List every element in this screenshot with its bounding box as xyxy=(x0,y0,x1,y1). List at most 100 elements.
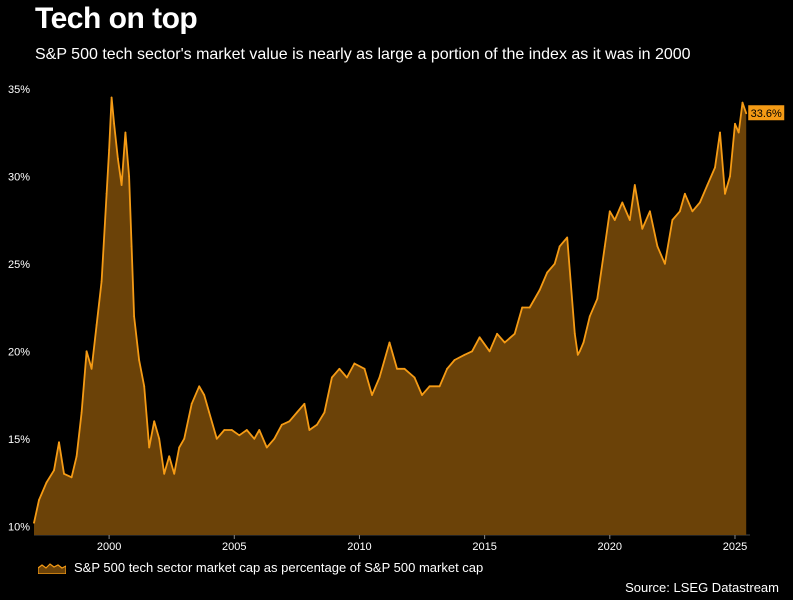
data-point xyxy=(183,437,186,440)
data-point xyxy=(280,423,283,426)
data-point xyxy=(138,359,141,361)
data-point xyxy=(496,332,498,335)
data-point xyxy=(729,175,731,178)
data-point xyxy=(223,429,226,431)
data-point xyxy=(388,341,391,344)
data-point xyxy=(719,131,721,134)
data-point xyxy=(173,472,176,475)
data-point xyxy=(628,219,631,221)
data-point xyxy=(253,437,256,440)
data-point xyxy=(576,353,579,356)
data-point xyxy=(208,411,211,414)
source-note: Source: LSEG Datastream xyxy=(625,580,779,595)
data-point xyxy=(453,359,456,361)
data-point xyxy=(323,411,326,414)
data-point xyxy=(603,245,606,248)
data-point xyxy=(566,236,569,239)
data-point xyxy=(649,210,651,213)
data-point xyxy=(378,376,381,379)
y-tick-label: 10% xyxy=(8,521,30,533)
data-point xyxy=(38,499,40,501)
data-point xyxy=(706,184,709,186)
data-point xyxy=(58,441,60,444)
data-point xyxy=(230,429,233,431)
data-point xyxy=(113,122,115,125)
data-point xyxy=(45,481,48,484)
data-point xyxy=(428,385,431,388)
series-area xyxy=(34,97,747,535)
data-point xyxy=(273,437,276,440)
data-point xyxy=(90,367,93,370)
data-point xyxy=(641,227,644,230)
data-point xyxy=(588,315,591,318)
y-tick-label: 20% xyxy=(8,346,30,358)
data-point xyxy=(75,455,78,458)
y-tick-label: 25% xyxy=(8,259,30,271)
data-point xyxy=(488,350,491,353)
data-point xyxy=(331,376,333,379)
data-point xyxy=(745,112,748,115)
data-point xyxy=(80,411,83,414)
data-point xyxy=(528,306,531,309)
data-point xyxy=(724,192,726,195)
data-point xyxy=(316,423,318,426)
end-value-label-box xyxy=(748,105,785,121)
data-point xyxy=(421,394,423,396)
data-point xyxy=(95,324,98,326)
data-point xyxy=(613,219,616,221)
data-point xyxy=(288,420,291,423)
data-point xyxy=(664,262,666,265)
chart-title: Tech on top xyxy=(35,2,198,35)
data-point xyxy=(245,429,248,431)
y-tick-label: 15% xyxy=(8,434,30,446)
data-point xyxy=(737,131,740,134)
data-point xyxy=(124,131,127,134)
data-point xyxy=(85,350,88,353)
data-point xyxy=(621,201,624,204)
end-value-label: 33.6% xyxy=(748,105,785,121)
data-point xyxy=(353,362,356,365)
data-point xyxy=(371,394,373,396)
legend-label: S&P 500 tech sector market cap as percen… xyxy=(74,560,484,575)
data-point xyxy=(33,521,35,524)
data-point xyxy=(546,271,549,274)
data-point xyxy=(679,210,681,213)
y-tick-label: 30% xyxy=(8,171,30,183)
data-point xyxy=(538,289,541,291)
data-point xyxy=(265,446,268,449)
data-point xyxy=(133,315,136,318)
x-tick-label: 2020 xyxy=(598,541,622,553)
data-point xyxy=(130,245,133,248)
data-point xyxy=(578,350,581,353)
data-point xyxy=(413,376,416,379)
data-point xyxy=(656,245,659,248)
data-point xyxy=(70,476,73,479)
data-point xyxy=(148,446,151,449)
data-point xyxy=(110,96,113,99)
x-tick-label: 2005 xyxy=(222,541,246,553)
data-point xyxy=(198,385,201,388)
data-point xyxy=(734,122,736,125)
x-tick-label: 2000 xyxy=(97,541,121,553)
data-point xyxy=(258,429,261,431)
data-point xyxy=(296,411,298,414)
data-point xyxy=(153,420,156,423)
data-point xyxy=(117,157,119,160)
data-point xyxy=(741,101,744,104)
data-point xyxy=(105,192,108,195)
data-point xyxy=(158,437,161,440)
data-point xyxy=(108,149,110,151)
end-value-label-text: 33.6% xyxy=(751,108,782,120)
y-tick-label: 35% xyxy=(8,84,30,96)
data-point xyxy=(363,367,366,370)
data-point xyxy=(558,245,561,248)
legend-swatch xyxy=(38,562,66,574)
data-point xyxy=(671,219,674,221)
data-point xyxy=(513,332,516,335)
data-point xyxy=(478,336,481,339)
data-point xyxy=(403,367,406,370)
data-point xyxy=(308,429,311,431)
data-point xyxy=(63,472,65,475)
data-point xyxy=(684,192,686,195)
